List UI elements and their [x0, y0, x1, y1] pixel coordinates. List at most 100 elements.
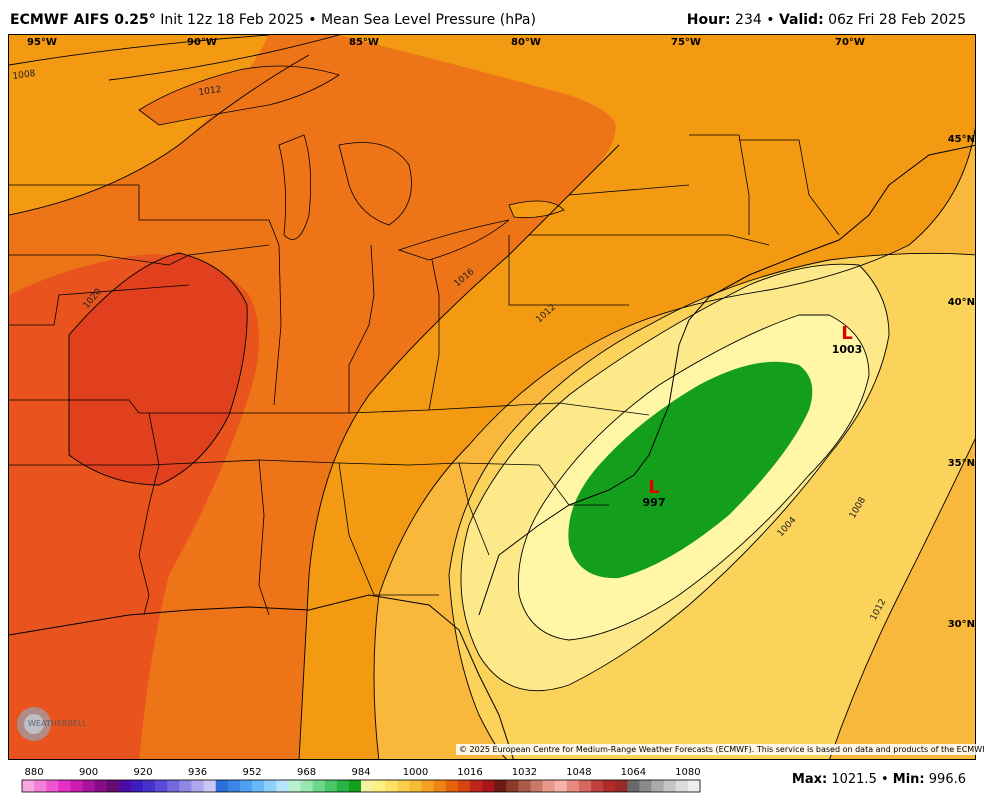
- max-value: 1021.5: [827, 772, 877, 787]
- colorbar-tick-label: 968: [297, 767, 316, 778]
- degree-symbol: °: [148, 12, 156, 28]
- hour-value: 234: [730, 12, 762, 28]
- colorbar-tick-label: 1000: [403, 767, 428, 778]
- colorbar-swatch: [687, 780, 701, 792]
- lon-label: 85°W: [349, 37, 379, 48]
- valid-separator: •: [761, 12, 779, 28]
- valid-info: Hour: 234 • Valid: 06z Fri 28 Feb 2025: [687, 12, 966, 28]
- stats-separator: •: [876, 772, 893, 787]
- colorbar-swatch: [409, 780, 422, 792]
- colorbar-swatch: [518, 780, 531, 792]
- colorbar-swatch: [324, 780, 338, 792]
- isobars: [9, 35, 975, 759]
- colorbar-swatch: [70, 780, 83, 792]
- colorbar-swatch: [34, 780, 47, 792]
- colorbar-tick-label: 1032: [512, 767, 537, 778]
- colorbar-swatch: [433, 780, 447, 792]
- colorbar-swatch: [312, 780, 325, 792]
- lon-label: 95°W: [27, 37, 57, 48]
- lat-label: 40°N: [948, 297, 975, 308]
- lon-label: 75°W: [671, 37, 701, 48]
- pressure-colorbar: 880 900 920 936 952 968 984 1000 1016 1032 1048 106…: [21, 767, 701, 793]
- lake-michigan: [278, 134, 312, 240]
- colorbar-tick-label: 920: [134, 767, 153, 778]
- colorbar-swatch: [264, 780, 277, 792]
- colorbar-swatch: [252, 780, 265, 792]
- valid-value: 06z Fri 28 Feb 2025: [823, 12, 966, 28]
- low-symbol: L: [648, 477, 659, 498]
- lat-label: 35°N: [948, 458, 975, 469]
- map-canvas: 95°W 90°W 85°W 80°W 75°W 70°W 45°N 40°N …: [9, 35, 975, 759]
- low-pressure-value: 997: [643, 496, 666, 509]
- min-value: 996.6: [924, 772, 966, 787]
- boundaries: [9, 134, 840, 616]
- colorbar-swatch: [385, 780, 398, 792]
- valid-label: Valid:: [778, 12, 824, 28]
- colorbar-tick-label: 880: [25, 767, 44, 778]
- isobar-label: 1008: [12, 69, 36, 82]
- header: ECMWF AIFS 0.25° Init 12z 18 Feb 2025 • …: [0, 0, 984, 34]
- colorbar-tick-label: 1016: [457, 767, 482, 778]
- colorbar-tick-label: 952: [242, 767, 261, 778]
- colorbar-swatch: [167, 780, 180, 792]
- colorbar-border: [21, 779, 701, 793]
- colorbar-swatch: [554, 780, 568, 792]
- lon-label: 80°W: [511, 37, 541, 48]
- colorbar-tick-label: 1080: [675, 767, 700, 778]
- colorbar-swatch: [22, 780, 35, 792]
- band-1004-east: [829, 439, 975, 759]
- colorbar-swatch: [179, 780, 192, 792]
- colorbar-swatch: [227, 780, 241, 792]
- band-1020-core: [69, 253, 248, 485]
- colorbar-swatch: [469, 780, 483, 792]
- colorbar-swatch: [143, 780, 156, 792]
- colorbar-tick-label: 936: [188, 767, 207, 778]
- lake-superior: [138, 65, 340, 126]
- colorbar-swatch: [300, 780, 313, 792]
- colorbar-swatch: [663, 780, 677, 792]
- lat-label: 30°N: [948, 619, 975, 630]
- colorbar-swatch: [106, 780, 120, 792]
- colorbar-swatch: [130, 780, 144, 792]
- colorbar-swatch: [627, 780, 640, 792]
- colorbar-swatch: [675, 780, 689, 792]
- colorbar-swatch: [118, 780, 132, 792]
- hour-label: Hour:: [686, 12, 731, 28]
- colorbar-swatch: [603, 780, 616, 792]
- lon-label: 90°W: [187, 37, 217, 48]
- band-1012-north: [426, 35, 975, 455]
- colorbar-swatch: [203, 780, 217, 792]
- colorbar-swatch: [639, 780, 652, 792]
- colorbar-swatch: [155, 780, 168, 792]
- legend-bar: 880 900 920 936 952 968 984 1000 1016 1032 1048 106…: [0, 760, 984, 808]
- colorbar-swatch: [615, 780, 628, 792]
- colorbar-swatch: [542, 780, 556, 792]
- low-markers: L 997 L 1003: [643, 323, 863, 509]
- pressure-map: 95°W 90°W 85°W 80°W 75°W 70°W 45°N 40°N …: [8, 34, 976, 760]
- lat-label: 45°N: [948, 134, 975, 145]
- colorbar-swatch: [651, 780, 664, 792]
- colorbar-swatch: [494, 780, 507, 792]
- colorbar-swatch: [373, 780, 386, 792]
- low-pressure-value: 1003: [832, 343, 863, 356]
- colorbar-swatch: [421, 780, 434, 792]
- isobar-label: 1012: [198, 85, 222, 98]
- max-label: Max:: [791, 772, 828, 787]
- colorbar-swatch: [457, 780, 471, 792]
- colorbar-tick-label: 900: [79, 767, 98, 778]
- colorbar-swatch: [530, 780, 543, 792]
- colorbar-swatch: [566, 780, 580, 792]
- init-time: Init 12z 18 Feb 2025: [155, 12, 304, 28]
- colorbar-swatch: [348, 780, 362, 792]
- lake-erie: [397, 219, 510, 261]
- colorbar-tick-label: 984: [351, 767, 370, 778]
- colorbar-swatch: [239, 780, 253, 792]
- colorbar-swatch: [46, 780, 59, 792]
- colorbar-swatch: [94, 780, 108, 792]
- colorbar-swatch: [578, 780, 592, 792]
- title: ECMWF AIFS 0.25° Init 12z 18 Feb 2025 • …: [10, 12, 536, 28]
- copyright-notice: © 2025 European Centre for Medium-Range …: [456, 744, 984, 755]
- colorbar-swatch: [397, 780, 410, 792]
- colorbar-tick-label: 1064: [621, 767, 646, 778]
- max-min-stats: Max: 1021.5 • Min: 996.6: [792, 772, 966, 787]
